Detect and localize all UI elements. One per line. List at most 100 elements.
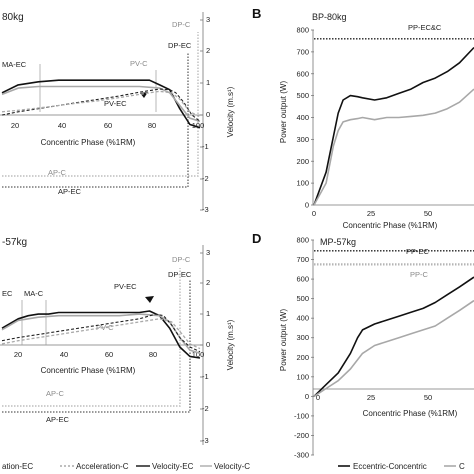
y-tick-label: 2 — [206, 46, 210, 55]
y-tick-label: 0 — [206, 110, 210, 119]
series-line-velocity-c — [1, 85, 201, 123]
panel-b-title: BP-80kg — [312, 12, 347, 22]
annotation-dp-ec: DP-EC — [168, 41, 192, 50]
x-tick-label: 20 — [14, 350, 22, 359]
bracket-dp-c — [2, 32, 199, 177]
panel-d-letter: D — [252, 231, 261, 246]
x-tick-label: 25 — [367, 209, 375, 218]
annotation-ap-c: AP-C — [46, 389, 65, 398]
x-tick-label: 20 — [11, 121, 19, 130]
y-tick-label: 2 — [206, 278, 210, 287]
y-tick-label: 300 — [296, 333, 309, 342]
annotation-ap-c: AP-C — [48, 168, 67, 177]
annotation-pp-ec: PP-EC — [406, 247, 430, 256]
panel-d-y-axis-title: Power output (W) — [279, 309, 288, 372]
panel-c-series — [1, 310, 201, 359]
x-tick-label: 100 — [192, 350, 205, 359]
bracket-dp-ec — [2, 280, 191, 413]
annotation-pv-c: PV-C — [96, 323, 114, 332]
x-tick-label: 80 — [148, 121, 156, 130]
legend-label-eccentric-concentric: Eccentric-Concentric — [353, 462, 427, 471]
x-tick-label: 40 — [58, 121, 66, 130]
y-tick-label: 500 — [296, 91, 309, 100]
x-tick-label: 60 — [105, 350, 113, 359]
annotation-pp-ec-c: PP-EC&C — [408, 23, 442, 32]
bracket-dp-ec — [2, 52, 189, 188]
series-line-c — [313, 88, 474, 206]
annotation-dp-c: DP-C — [172, 20, 191, 29]
annotation-dp-c: DP-C — [172, 255, 191, 264]
legend-label-acceleration-c: Acceleration-C — [76, 462, 129, 471]
panel-b-x-axis-title: Concentric Phase (%1RM) — [343, 221, 438, 230]
y-tick-label: 200 — [296, 353, 309, 362]
annotation-pp-c: PP-C — [410, 270, 429, 279]
y-tick-label: -1 — [202, 372, 209, 381]
series-line-acceleration-ec — [1, 88, 201, 122]
annotation-ec: EC — [2, 289, 13, 298]
series-line-acceleration-c — [1, 90, 201, 118]
panel-b: B BP-80kg 0 100 200 300 400 500 600 700 800 0 25… — [252, 6, 474, 230]
bracket-dp-c — [2, 268, 181, 407]
legend-left: ation-EC Acceleration-C Velocity-EC Velo… — [2, 462, 250, 471]
panel-b-y-axis-title: Power output (W) — [279, 81, 288, 144]
x-tick-label: 80 — [149, 350, 157, 359]
panel-d: D MP-57kg -300-200-100010020030040050060… — [252, 231, 474, 460]
panel-c-y-axis-title: Velocity (m.s¹) — [226, 319, 235, 370]
y-tick-label: 100 — [296, 372, 309, 381]
y-tick-label: 200 — [296, 157, 309, 166]
y-tick-label: 0 — [305, 201, 309, 210]
y-tick-label: -2 — [202, 404, 209, 413]
y-tick-label: 300 — [296, 135, 309, 144]
annotation-ma-ec: MA-EC — [2, 60, 27, 69]
series-line-velocity-ec — [1, 79, 201, 129]
series-line-velocity-ec — [1, 310, 201, 359]
legend-label-velocity-ec: Velocity-EC — [152, 462, 194, 471]
annotation-pv-ec: PV-EC — [114, 282, 137, 291]
panel-a: 80kg 3 2 1 0 -1 -2 -3 Velocity (m.s¹) 20… — [0, 12, 235, 214]
y-tick-label: 500 — [296, 294, 309, 303]
y-tick-label: 1 — [206, 78, 210, 87]
x-tick-label: 25 — [367, 393, 375, 402]
y-tick-label: 700 — [296, 255, 309, 264]
panel-a-series — [1, 79, 201, 129]
series-line-velocity-c — [1, 313, 201, 355]
x-tick-label: 60 — [104, 121, 112, 130]
y-tick-label: 600 — [296, 275, 309, 284]
panel-c-x-axis-title: Concentric Phase (%1RM) — [41, 366, 136, 375]
legend-label-acceleration-ec: ation-EC — [2, 462, 33, 471]
y-tick-label: 800 — [296, 236, 309, 245]
annotation-pv-c: PV-C — [130, 59, 148, 68]
y-tick-label: -1 — [202, 142, 209, 151]
y-tick-label: -100 — [294, 411, 309, 420]
panel-d-title: MP-57kg — [320, 237, 356, 247]
y-tick-label: 400 — [296, 314, 309, 323]
y-tick-label: 400 — [296, 113, 309, 122]
annotation-ma-c: MA-C — [24, 289, 44, 298]
y-tick-label: 3 — [206, 15, 210, 24]
panel-b-letter: B — [252, 6, 261, 21]
panel-b-y-ticks: 0 100 200 300 400 500 600 700 800 — [296, 26, 314, 210]
y-tick-label: 700 — [296, 47, 309, 56]
panel-a-title: 80kg — [2, 12, 24, 23]
series-line-eccentric-concentric — [313, 276, 474, 397]
panel-d-y-ticks: -300 -200 -100 0 100 200 300 400 500 600 700 800 — [294, 236, 314, 460]
legend-label-velocity-c: Velocity-C — [214, 462, 250, 471]
panel-a-x-axis-title: Concentric Phase (%1RM) — [41, 138, 136, 147]
panel-a-y-ticks: 3 2 1 0 -1 -2 -3 — [200, 15, 210, 214]
x-tick-label: 0 — [312, 209, 316, 218]
y-tick-label: 800 — [296, 26, 309, 35]
annotation-pv-ec: PV-EC — [104, 99, 127, 108]
y-tick-label: -2 — [202, 174, 209, 183]
arrowhead-pv-ec — [145, 296, 154, 303]
series-line-acceleration-ec — [1, 313, 201, 353]
y-tick-label: 0 — [206, 340, 210, 349]
x-tick-label: 0 — [316, 393, 320, 402]
y-tick-label: -200 — [294, 431, 309, 440]
x-tick-label: 50 — [424, 393, 432, 402]
y-tick-label: -3 — [202, 436, 209, 445]
y-tick-label: -3 — [202, 205, 209, 214]
series-line-c — [313, 299, 474, 398]
annotation-ap-ec: AP-EC — [46, 415, 70, 424]
panel-a-y-axis-title: Velocity (m.s¹) — [226, 86, 235, 137]
